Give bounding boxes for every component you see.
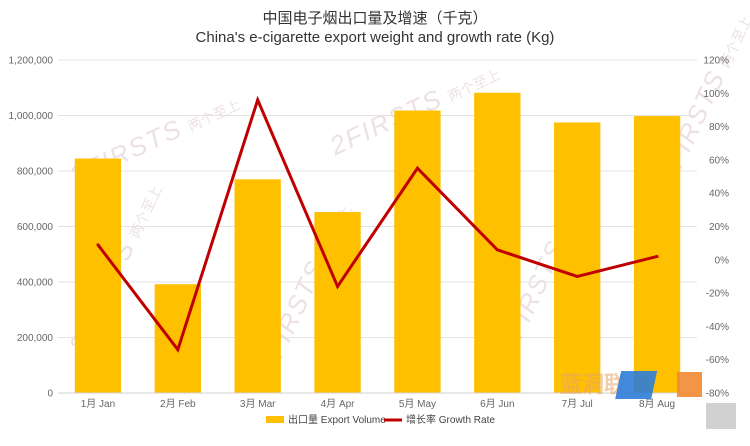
x-tick-label: 8月 Aug bbox=[639, 398, 675, 410]
x-tick-label: 1月 Jan bbox=[81, 398, 115, 410]
y-left-tick-label: 800,000 bbox=[17, 167, 54, 178]
bar-8 bbox=[633, 116, 681, 394]
y-right-tick-label: 80% bbox=[709, 122, 729, 133]
y-left-tick-label: 400,000 bbox=[17, 278, 54, 289]
x-tick-label: 5月 May bbox=[399, 398, 436, 410]
bar-3 bbox=[234, 179, 281, 393]
growth-rate-point bbox=[655, 254, 659, 258]
legend: 出口量 Export Volume 增长率 Growth Rate bbox=[266, 413, 495, 426]
y-right-tick-label: -20% bbox=[706, 289, 729, 300]
x-tick-label: 2月 Feb bbox=[160, 398, 196, 410]
x-tick-label: 6月 Jun bbox=[480, 398, 514, 410]
growth-rate-point bbox=[495, 248, 499, 252]
y-right-tick-label: 100% bbox=[703, 89, 729, 100]
y-left-tick-label: 1,200,000 bbox=[9, 56, 54, 67]
growth-rate-point bbox=[256, 98, 260, 102]
legend-label-growth-rate: 增长率 Growth Rate bbox=[406, 413, 495, 426]
bar-4 bbox=[314, 212, 361, 393]
growth-rate-point bbox=[96, 243, 100, 247]
axis-layer: 0 200,000 400,000 600,000 800,000 1,000,000 1,… bbox=[9, 56, 730, 411]
y-left-tick-label: 200,000 bbox=[17, 333, 54, 344]
chart-subtitle: China's e-cigarette export weight and gr… bbox=[196, 29, 555, 46]
growth-rate-point bbox=[415, 166, 419, 170]
corner-logo-orange-square bbox=[677, 372, 702, 397]
y-left-tick-label: 600,000 bbox=[17, 222, 54, 233]
growth-rate-point bbox=[575, 274, 579, 278]
corner-logo-blue-shape bbox=[615, 371, 658, 399]
y-right-tick-label: -40% bbox=[706, 322, 729, 333]
watermark-text-cn: 两个至上 bbox=[127, 183, 165, 241]
y-right-tick-label: 40% bbox=[709, 189, 729, 200]
x-tick-label: 7月 Jul bbox=[562, 398, 593, 410]
y-right-tick-label: 120% bbox=[703, 56, 729, 67]
legend-swatch-export-volume bbox=[266, 416, 284, 423]
y-left-tick-label: 1,000,000 bbox=[9, 111, 54, 122]
corner-logo-grey-shape bbox=[706, 403, 736, 429]
x-tick-label: 4月 Apr bbox=[321, 398, 356, 410]
growth-rate-point bbox=[336, 284, 340, 288]
y-right-tick-label: -80% bbox=[706, 389, 729, 400]
bar-7 bbox=[554, 122, 601, 393]
legend-label-export-volume: 出口量 Export Volume bbox=[288, 413, 386, 426]
growth-rate-line bbox=[96, 95, 658, 353]
bar-6 bbox=[474, 92, 521, 394]
bar-5 bbox=[394, 110, 441, 393]
corner-logo-text: 蓝洞联 bbox=[560, 372, 626, 397]
chart-title: 中国电子烟出口量及增速（千克） bbox=[262, 10, 487, 27]
y-left-tick-label: 0 bbox=[47, 389, 53, 400]
y-right-tick-label: 0% bbox=[715, 255, 730, 266]
corner-logo: 蓝洞联 bbox=[560, 371, 736, 429]
y-right-tick-label: 20% bbox=[709, 222, 729, 233]
x-tick-label: 3月 Mar bbox=[240, 398, 276, 410]
y-right-tick-label: 60% bbox=[709, 155, 729, 166]
line-series-layer bbox=[96, 95, 659, 353]
growth-rate-point bbox=[176, 348, 180, 352]
y-right-tick-label: -60% bbox=[706, 355, 729, 366]
bar-1 bbox=[74, 158, 122, 393]
bar-series-layer bbox=[74, 92, 681, 394]
